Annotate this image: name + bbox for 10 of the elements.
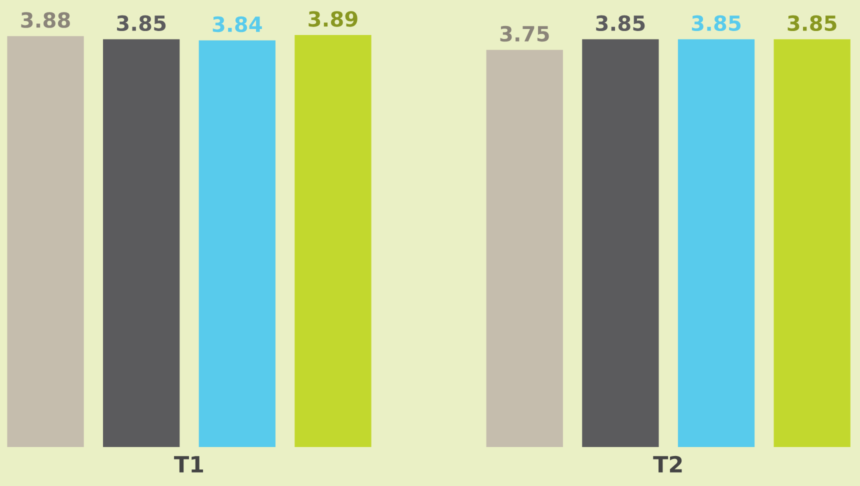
- data-label: 3.85: [692, 15, 741, 32]
- data-label: 3.85: [788, 15, 836, 32]
- data-label: 3.85: [596, 15, 645, 32]
- x-tick-label: T1: [174, 456, 204, 472]
- data-label: 3.75: [500, 26, 549, 42]
- data-label: 3.85: [117, 15, 166, 32]
- data-label: 3.89: [308, 11, 358, 27]
- data-label: 3.88: [21, 12, 70, 28]
- x-tick-label: T2: [653, 456, 682, 472]
- data-label: 3.84: [212, 16, 262, 32]
